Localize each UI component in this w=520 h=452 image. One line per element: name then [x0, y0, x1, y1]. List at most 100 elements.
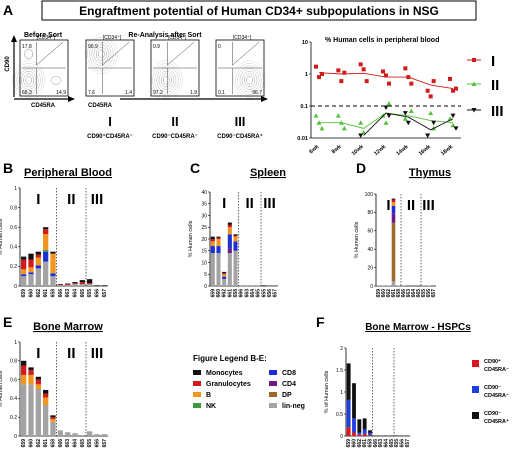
data-point [361, 67, 366, 72]
bar-segment-Granulocytes [233, 235, 238, 237]
x-tick-label: 661 [43, 289, 49, 298]
bar-655 [261, 285, 266, 286]
density-contour [246, 76, 253, 85]
y-axis-label: % Human cells [0, 370, 4, 407]
legend-label: Granulocytes [206, 381, 251, 388]
x-tick-label: 664 [384, 439, 390, 448]
data-point [402, 116, 408, 121]
legend-item-cd8: CD8 [269, 370, 296, 377]
bar-segment-Granulocytes [43, 229, 49, 235]
legend-f-item-1: CD90⁺ CD45RA⁻ [472, 358, 509, 373]
y-tick-label: 35 [201, 202, 207, 208]
legend-label: II [491, 77, 499, 94]
bar-segment-Granulocytes [28, 259, 34, 268]
legend-swatch [269, 392, 277, 397]
bar-segment-CD90+CD45RA- [357, 434, 362, 436]
bar-segment-lin-neg [57, 285, 63, 286]
data-point [425, 133, 431, 138]
bar-661 [43, 227, 49, 286]
legend-item-nk: NK [193, 403, 216, 410]
quadrant-top-left: 90.9 [88, 44, 98, 50]
bar-segment-lin-neg [50, 276, 56, 286]
group-label-I: I [36, 191, 40, 208]
x-tick-label: 659 [21, 289, 27, 298]
density-contour [160, 73, 172, 88]
y-tick-label: 40 [367, 247, 373, 253]
x-tick-label: 662 [222, 289, 228, 298]
bar-segment-B [35, 257, 41, 266]
population-label-2: CD90⁻CD45RA⁻ [152, 134, 198, 140]
bar-segment-CD90-CD45RA- [362, 429, 367, 434]
data-point [403, 66, 408, 71]
bar-segment-CD8 [216, 246, 221, 254]
bar-663 [65, 432, 71, 436]
bar-664 [72, 282, 78, 286]
bar-segment-B [210, 241, 215, 247]
bar-segment-lin-neg [227, 253, 232, 286]
bar-segment-lin-neg [43, 404, 49, 436]
panel-letter-f: F [316, 314, 325, 330]
data-point [314, 64, 318, 69]
bar-segment-B [43, 234, 49, 250]
density-contour [156, 68, 177, 93]
gate-label: [CD34⁺] [37, 35, 56, 41]
bar-segment-Granulocytes [21, 365, 27, 375]
gate-label: [CD34⁺] [103, 35, 122, 41]
data-point [317, 75, 321, 80]
bar-661 [391, 198, 396, 286]
data-point [358, 62, 363, 67]
legend-label-top: CD90⁻ [484, 411, 501, 417]
x-tick-label: 655 [394, 439, 400, 448]
bar-segment-lin-neg [87, 284, 93, 286]
y-axis-label: % Human cells [0, 218, 4, 255]
quadrant-bottom-left: 66.3 [22, 90, 32, 96]
legend-items: Monocytes Granulocytes B NK CD8 CD4 DP lin-neg [193, 370, 305, 410]
x-tick-label: 666 [58, 289, 64, 298]
bar-segment-CD8 [43, 251, 49, 262]
x-tick-label: 666 [239, 289, 245, 298]
x-tick-label: 655 [87, 439, 93, 448]
flow-cytometry-panel: Before Sort Re-Analysis after Sort CD90 … [5, 32, 268, 140]
y-tick-label: 0.5 [336, 412, 343, 418]
y-tick-label: 0 [204, 284, 207, 290]
population-labels: I CD90⁺CD45RA⁻ II CD90⁻CD45RA⁻ III CD90⁻CD45R… [87, 114, 263, 140]
bar-segment-CD90-CD45RA- [352, 418, 356, 433]
bar-segment-lin-neg [65, 432, 71, 436]
y-tick-label: 1 [340, 390, 343, 396]
flow-plots: [CD34⁺]17.866.3 14.9[CD34⁺]90.97.6 1.4[CD3… [11, 34, 268, 102]
density-contour [152, 63, 181, 98]
y-tick-label: 20 [367, 265, 373, 271]
x-tick-label: 656 [95, 439, 101, 448]
bar-segment-CD8 [28, 272, 34, 275]
x-tick-label: 656 [267, 289, 273, 298]
density-contour [25, 76, 32, 85]
data-point [425, 88, 430, 93]
bar-segment-Monocytes [35, 376, 41, 380]
density-contour [149, 60, 183, 101]
x-tick-label: 661 [43, 439, 49, 448]
group-label-I: I [222, 195, 226, 212]
gate-line [102, 41, 130, 66]
x-tick-label: 18wk [440, 143, 455, 157]
bar-segment-lin-neg [94, 434, 100, 436]
data-point [428, 94, 433, 99]
legend-swatch [193, 403, 201, 408]
bar-segment-CD90+CD45RA- [368, 435, 372, 436]
legend-f: CD90⁺CD45RA⁻CD90⁻CD45RA⁻CD90⁻CD45RA⁺ [472, 358, 509, 425]
legend-item-monocytes: Monocytes [193, 370, 243, 377]
y-tick-label: 2 [340, 346, 343, 352]
data-point [358, 120, 364, 125]
y-tick-label: 0.4 [10, 396, 17, 402]
bar-segment-CD90-CD45RA- [368, 432, 372, 436]
legend-label: CD8 [282, 370, 296, 377]
density-contour [233, 60, 266, 101]
data-point [402, 111, 408, 116]
legend-swatch [269, 370, 277, 375]
x-tick-label: 655 [87, 289, 93, 298]
series-I [314, 62, 458, 99]
panel-letter-a: A [3, 2, 13, 18]
density-contour [235, 63, 264, 98]
data-point [386, 113, 392, 119]
bar-662 [222, 271, 227, 286]
